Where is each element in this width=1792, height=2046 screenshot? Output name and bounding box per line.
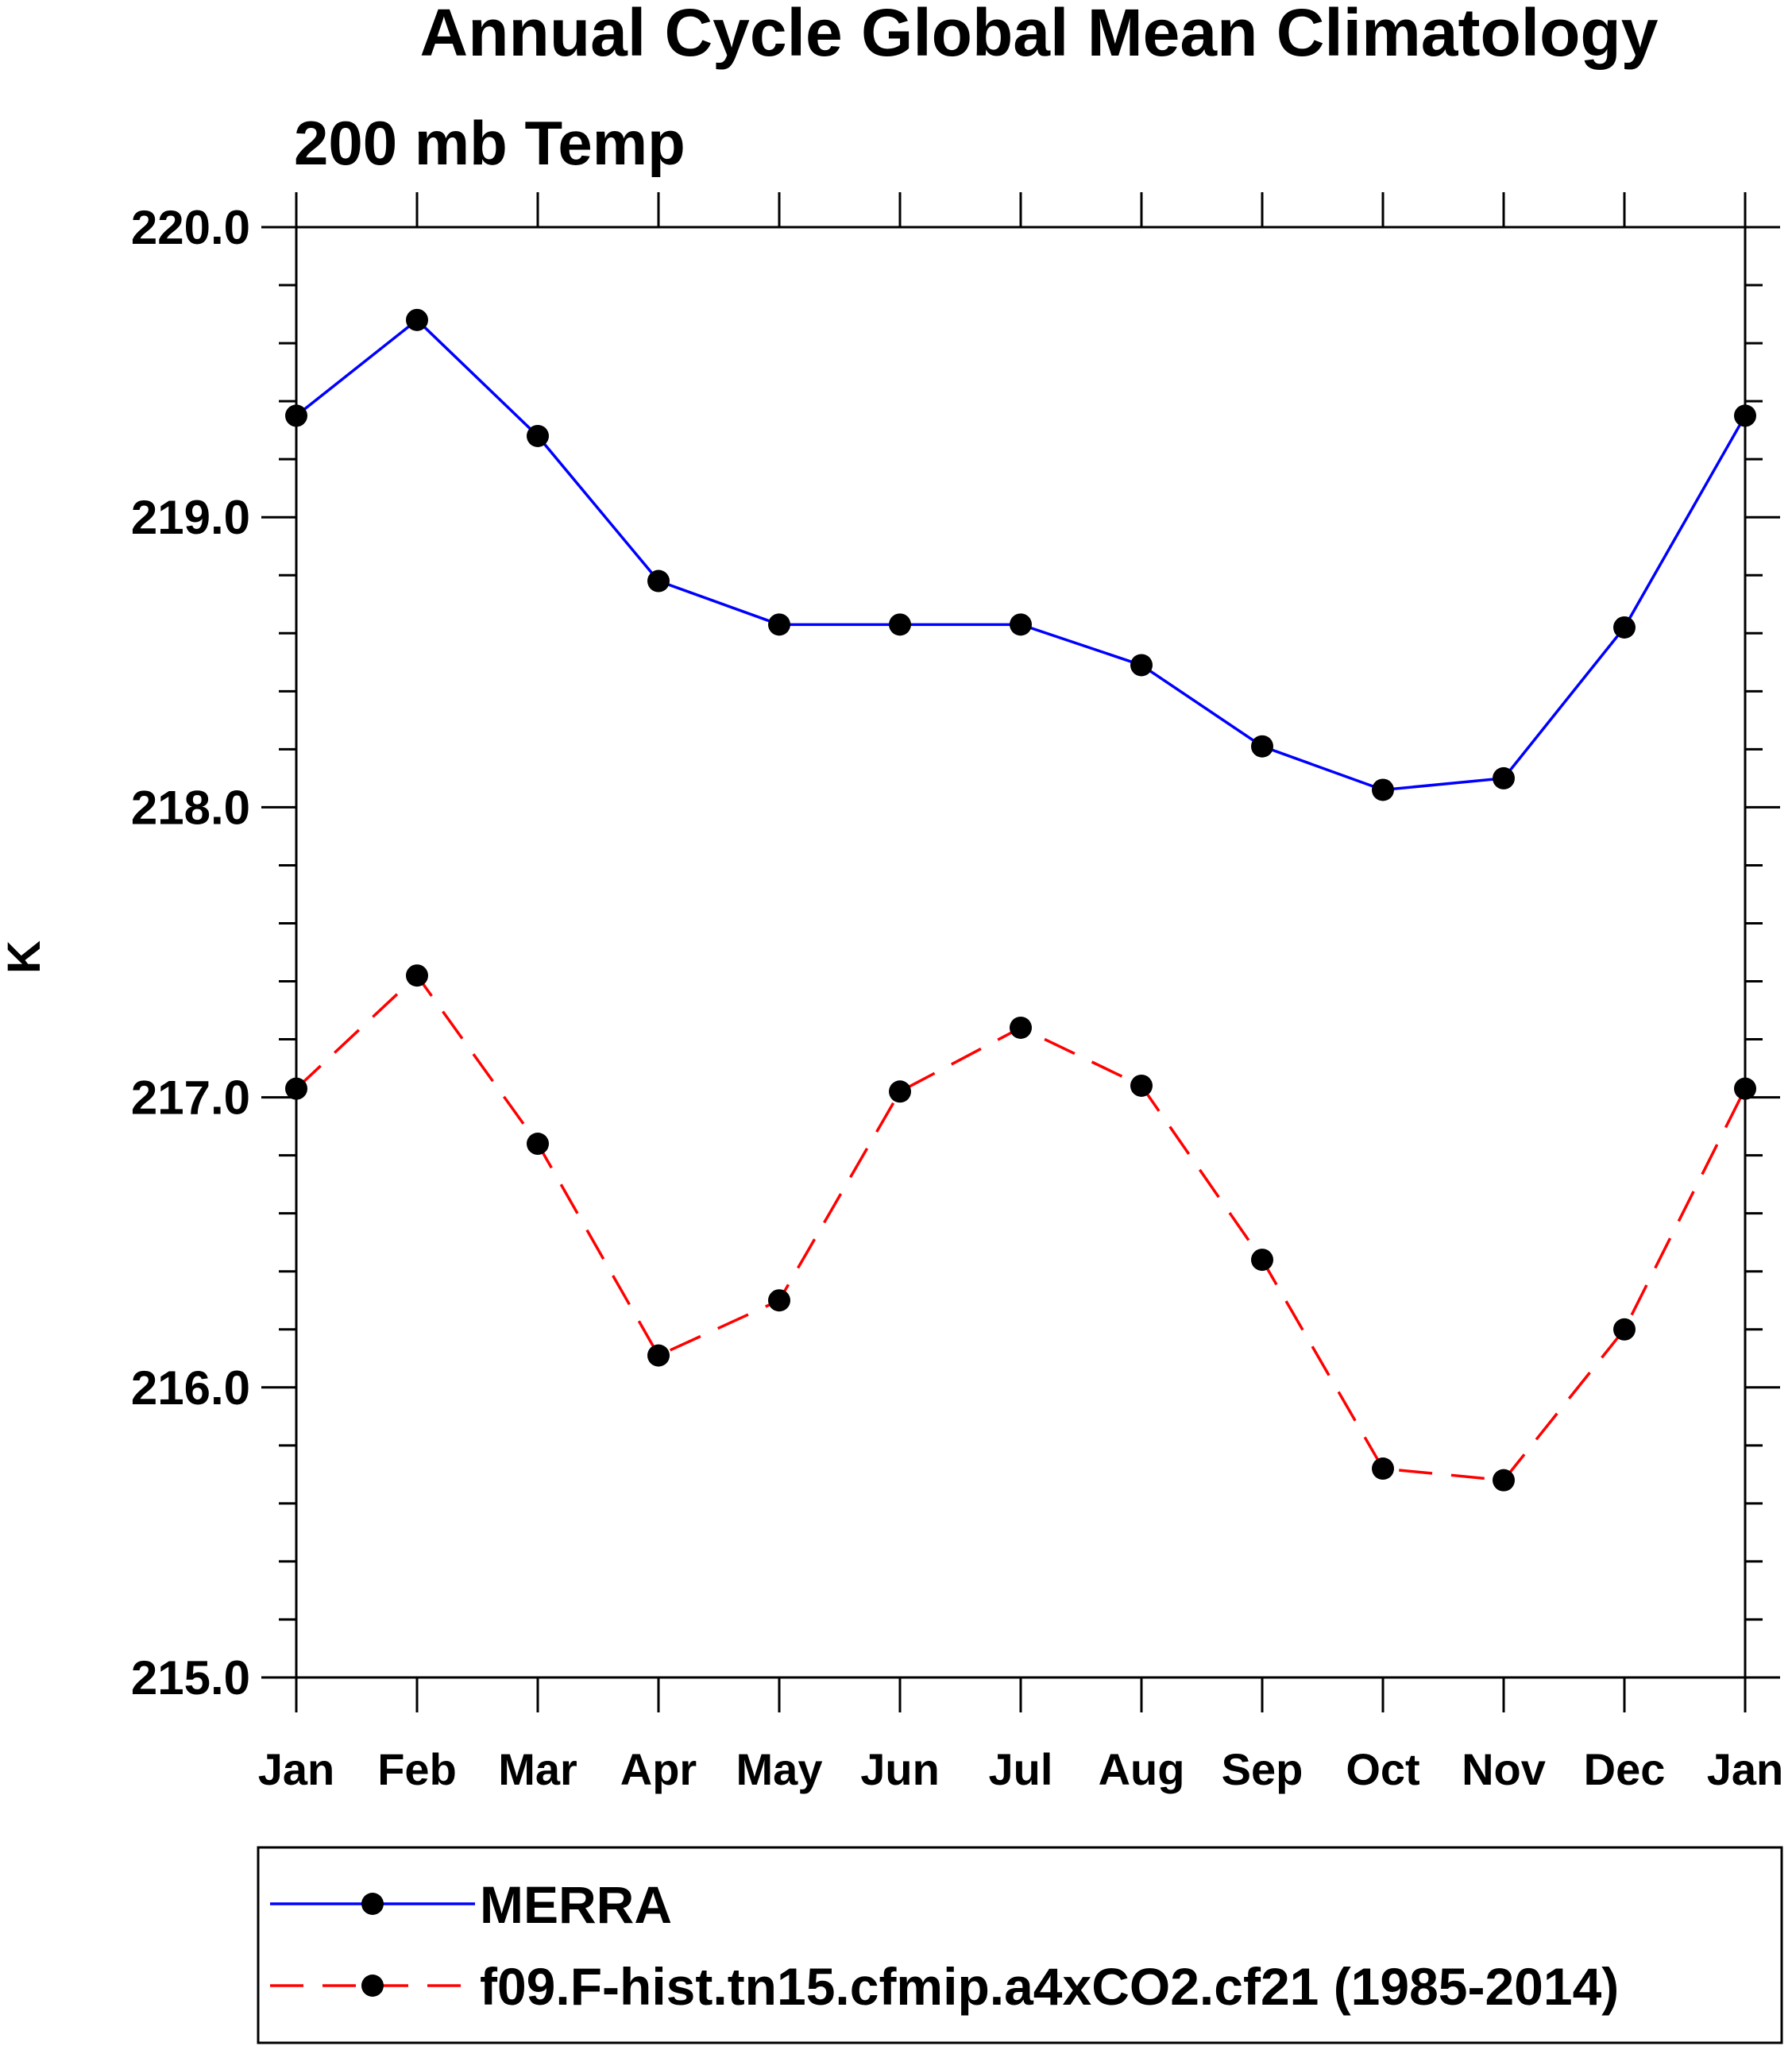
- data-point: [647, 569, 670, 593]
- data-point: [889, 1080, 911, 1103]
- y-tick-label: 218.0: [131, 781, 250, 834]
- data-point: [527, 424, 549, 447]
- x-tick-label: Mar: [498, 1744, 577, 1794]
- data-point: [1493, 1469, 1515, 1492]
- data-point: [406, 308, 428, 331]
- legend-label-1: MERRA: [480, 1875, 672, 1934]
- data-point: [1734, 404, 1756, 427]
- chart-title: Annual Cycle Global Mean Climatology: [420, 0, 1659, 70]
- x-tick-label: Jul: [989, 1744, 1053, 1794]
- legend: MERRA f09.F-hist.tn15.cfmip.a4xCO2.cf21 (…: [257, 1846, 1783, 2044]
- x-tick-label: Dec: [1584, 1744, 1666, 1794]
- data-point: [1251, 1249, 1273, 1272]
- data-point: [647, 1344, 670, 1367]
- data-point: [406, 964, 428, 987]
- x-tick-label: Oct: [1346, 1744, 1419, 1794]
- x-tick-label: Feb: [377, 1744, 457, 1794]
- plot-area: 215.0 216.0 217.0 218.0 219.0 220.0 Jan Feb Mar A…: [131, 192, 1783, 1794]
- data-point: [1613, 1318, 1636, 1341]
- plot-frame: [295, 226, 1747, 1679]
- data-point: [1372, 778, 1394, 801]
- data-point: [889, 613, 911, 636]
- x-tick-label: Nov: [1462, 1744, 1546, 1794]
- y-tick-label: 217.0: [131, 1071, 250, 1125]
- x-tick-label: Sep: [1222, 1744, 1303, 1794]
- legend-marker-1: [361, 1893, 384, 1915]
- x-tick-label: Jun: [860, 1744, 940, 1794]
- x-tick-label: May: [736, 1744, 823, 1794]
- y-axis-label: K: [0, 940, 50, 974]
- series-2: [285, 964, 1756, 1492]
- y-tick-label: 216.0: [131, 1361, 250, 1415]
- data-point: [768, 613, 790, 636]
- legend-marker-2: [361, 1975, 384, 1997]
- data-point: [768, 1289, 790, 1312]
- x-tick-label: Apr: [620, 1744, 697, 1794]
- data-point: [285, 1077, 307, 1100]
- series-1: [285, 308, 1756, 801]
- x-tick-label: Jan: [258, 1744, 335, 1794]
- series-line: [295, 318, 1747, 792]
- chart-subtitle: 200 mb Temp: [294, 108, 686, 178]
- data-point: [527, 1133, 549, 1156]
- data-point: [1130, 1074, 1153, 1097]
- y-tick-label: 219.0: [131, 491, 250, 544]
- series-line: [295, 973, 1747, 1482]
- y-tick-label: 215.0: [131, 1651, 250, 1704]
- data-point: [1130, 654, 1153, 677]
- data-point: [1613, 616, 1636, 639]
- data-point: [1734, 1077, 1756, 1100]
- data-point: [1372, 1457, 1394, 1480]
- data-point: [285, 404, 307, 427]
- x-tick-label: Aug: [1099, 1744, 1185, 1794]
- x-tick-label: Jan: [1707, 1744, 1784, 1794]
- legend-box: [257, 1846, 1783, 2044]
- data-point: [1010, 613, 1032, 636]
- legend-label-2: f09.F-hist.tn15.cfmip.a4xCO2.cf21 (1985-…: [480, 1957, 1619, 2016]
- data-point: [1493, 766, 1515, 789]
- y-tick-label: 220.0: [131, 201, 250, 254]
- data-point: [1251, 735, 1273, 758]
- data-point: [1010, 1016, 1032, 1039]
